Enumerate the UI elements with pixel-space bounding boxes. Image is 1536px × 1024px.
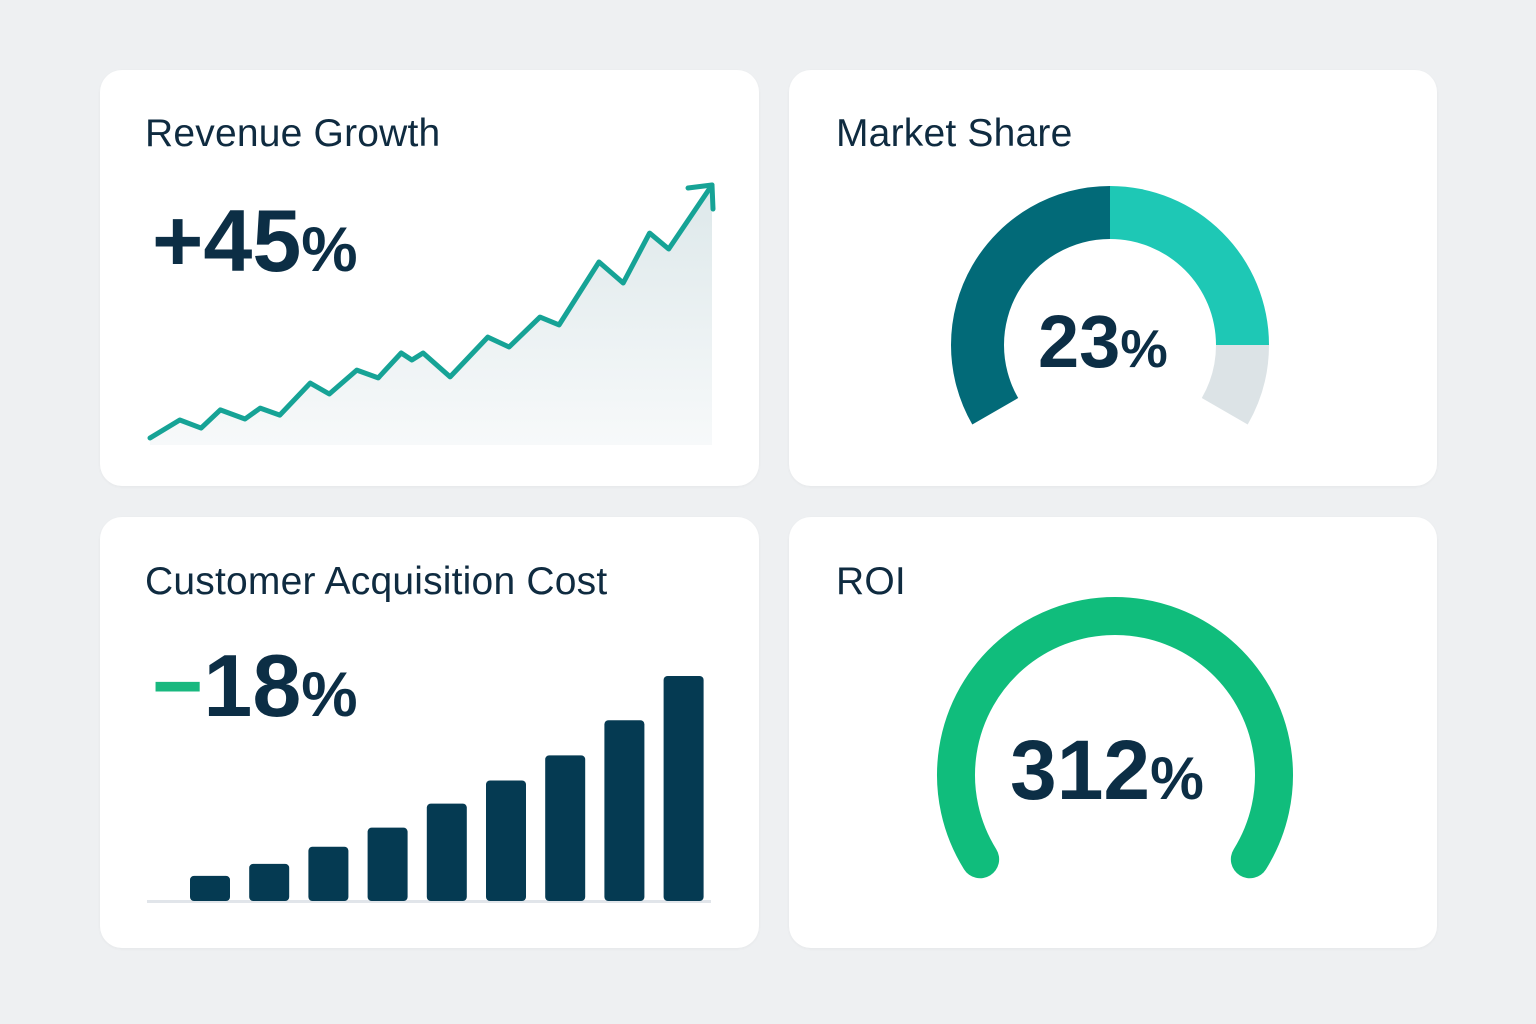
market-number: 23 [1038, 300, 1121, 383]
revenue-growth-value: +45% [152, 197, 358, 285]
revenue-sign: + [152, 191, 204, 290]
revenue-unit: % [301, 215, 358, 285]
revenue-growth-title: Revenue Growth [145, 112, 441, 155]
market-unit: % [1120, 320, 1168, 379]
market-share-value: 23% [1038, 305, 1168, 379]
cac-sign: − [152, 636, 204, 735]
roi-unit: % [1150, 744, 1204, 812]
cac-title: Customer Acquisition Cost [145, 560, 608, 603]
cac-value: −18% [152, 642, 358, 730]
roi-value: 312% [1010, 728, 1204, 812]
roi-number: 312 [1010, 723, 1151, 817]
cac-unit: % [301, 660, 358, 730]
cac-number: 18 [203, 636, 302, 735]
revenue-number: 45 [203, 191, 302, 290]
market-share-title: Market Share [836, 112, 1073, 155]
roi-title: ROI [836, 560, 906, 603]
